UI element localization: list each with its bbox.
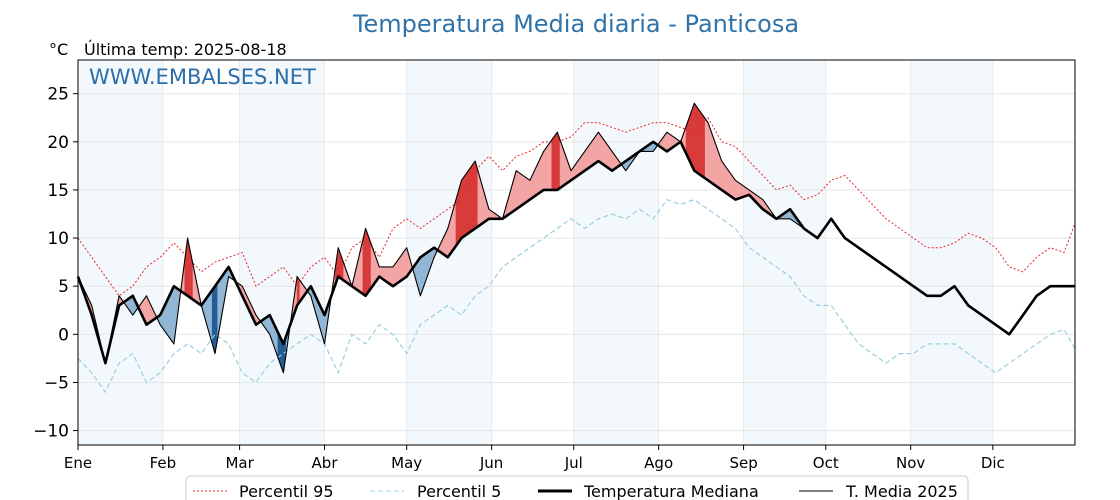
anomaly-fill-segment	[400, 250, 405, 281]
y-tick-label: 10	[47, 229, 69, 249]
y-tick-label: 15	[47, 181, 69, 201]
legend-label-p5: Percentil 5	[417, 482, 501, 500]
chart-title: Temperatura Media diaria - Panticosa	[352, 10, 799, 38]
anomaly-fill-segment	[518, 172, 523, 208]
x-tick-label-oct: Oct	[813, 454, 839, 472]
anomaly-fill-segment	[403, 246, 408, 280]
last-temp-label: Última temp: 2025-08-18	[84, 40, 287, 59]
x-tick-label-ene: Ene	[64, 454, 92, 472]
anomaly-fill-segment	[598, 131, 602, 164]
anomaly-fill-segment	[592, 135, 597, 166]
x-tick-label-abr: Abr	[312, 454, 339, 472]
anomaly-fill-segment	[699, 110, 703, 178]
y-tick-label: 5	[58, 277, 69, 297]
y-tick-label: 0	[58, 325, 69, 345]
legend-label-median: Temperatura Mediana	[583, 482, 759, 500]
series-percentil-5	[77, 198, 1076, 394]
anomaly-fill-segment	[526, 177, 531, 203]
x-tick-label-jun: Jun	[479, 454, 503, 472]
anomaly-fill-segment	[691, 103, 695, 171]
x-tick-label-mar: Mar	[225, 454, 254, 472]
unit-label: °C	[49, 40, 68, 59]
y-tick-label: 25	[47, 85, 69, 105]
legend-label-p95: Percentil 95	[239, 482, 334, 500]
anomaly-fill-segment	[463, 171, 468, 237]
anomaly-fill-segment	[735, 179, 739, 201]
month-shade-nov	[910, 60, 993, 445]
x-tick-label-dic: Dic	[981, 454, 1005, 472]
month-shade-ene	[78, 60, 163, 445]
anomaly-fill-segment	[724, 163, 728, 195]
anomaly-fill-segment	[466, 167, 471, 235]
anomaly-fill-segment	[524, 175, 528, 204]
anomaly-fill-segment	[600, 135, 605, 166]
x-tick-label-jul: Jul	[564, 454, 583, 472]
anomaly-fill-segment	[461, 175, 465, 239]
anomaly-fill-segment	[515, 170, 520, 210]
plot-frame	[77, 59, 1076, 446]
anomaly-fill-segment	[554, 131, 558, 191]
anomaly-fill-segment	[469, 163, 473, 233]
anomaly-fill-segment	[551, 135, 555, 191]
x-tick-label-nov: Nov	[896, 454, 925, 472]
watermark: WWW.EMBALSES.NET	[89, 65, 316, 89]
anomaly-fill-segment	[546, 142, 550, 191]
anomaly-fill-segment	[721, 160, 725, 193]
x-axis-ticks: Ene Feb Mar Abr May Jun Jul Ago Sep Oct Nov Dic	[64, 445, 1005, 472]
y-tick-label: 20	[47, 133, 69, 153]
anomaly-fill-segment	[693, 102, 698, 174]
anomaly-fill-segment	[474, 161, 479, 229]
anomaly-fill-segment	[702, 113, 706, 179]
month-shade-jul	[573, 60, 659, 445]
anomaly-fill-segment	[543, 146, 547, 191]
x-tick-label-sep: Sep	[729, 454, 757, 472]
y-tick-label: −10	[33, 422, 69, 442]
anomaly-fill-segment	[595, 131, 599, 164]
legend: Percentil 95 Percentil 5 Temperatura Med…	[185, 475, 969, 500]
anomaly-fill-segment	[548, 138, 553, 191]
month-shade-sep	[743, 60, 826, 445]
x-tick-label-may: May	[391, 454, 422, 472]
anomaly-fill-segment	[707, 122, 712, 183]
y-axis-ticks: −10 −5 0 5 10 15 20 25	[33, 85, 78, 442]
series-lines	[76, 102, 1076, 394]
series-t-media-2025	[77, 102, 996, 374]
x-tick-label-ago: Ago	[644, 454, 673, 472]
x-tick-label-feb: Feb	[150, 454, 177, 472]
legend-box	[185, 475, 969, 500]
anomaly-fill-segment	[472, 160, 476, 231]
anomaly-fill-segment	[170, 286, 175, 345]
anomaly-fill-segment	[696, 106, 701, 176]
plot-background	[78, 60, 993, 445]
anomaly-fill-segment	[367, 235, 372, 293]
legend-label-2025: T. Media 2025	[845, 482, 958, 500]
anomaly-fill-segment	[737, 181, 742, 200]
y-tick-label: −5	[44, 373, 69, 393]
anomaly-fill-segment	[521, 173, 525, 206]
month-shade-mar	[239, 60, 325, 445]
anomaly-fill-segment	[704, 117, 709, 181]
